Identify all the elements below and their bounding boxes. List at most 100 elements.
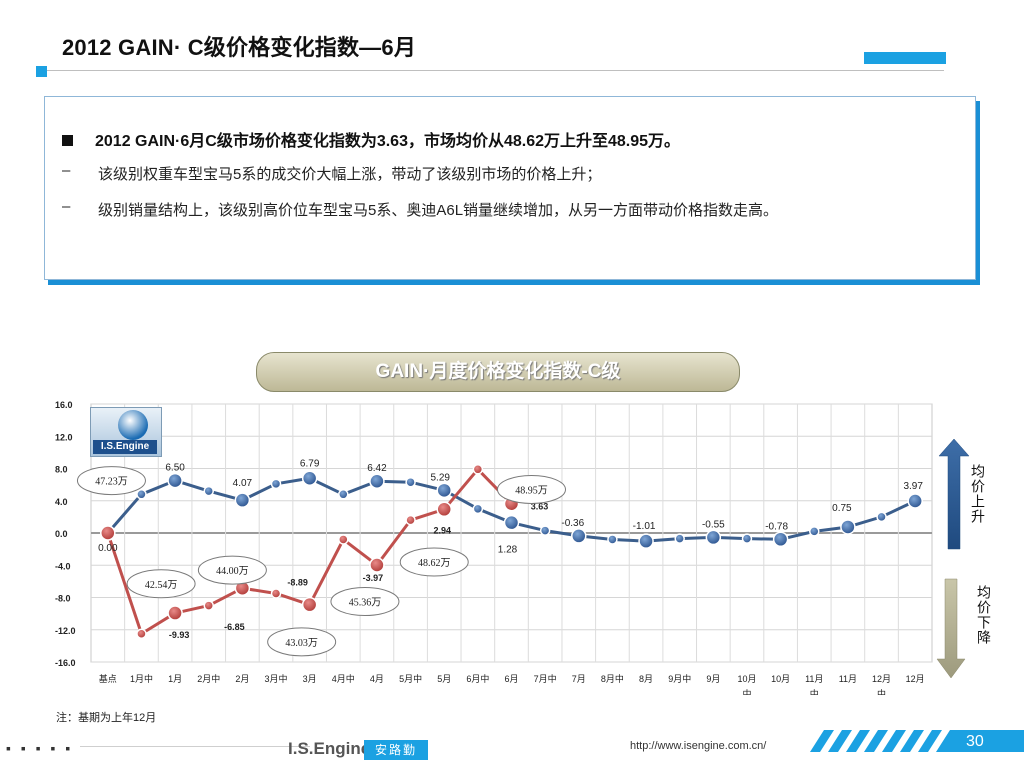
price-rise-arrow-icon (938, 438, 970, 550)
series-point-blue (809, 526, 820, 537)
price-fall-label: 均价下降 (976, 585, 992, 645)
data-label-blue: 6.50 (165, 463, 185, 474)
x-tick-label: 8月 (639, 674, 653, 684)
price-callout-bubble (497, 474, 566, 504)
x-tick-label: 6月中 (466, 673, 489, 684)
summary-box (44, 96, 976, 280)
title-divider (46, 70, 944, 71)
square-bullet-icon (62, 135, 73, 146)
series-point-blue (907, 493, 923, 509)
price-callout-text: 42.54万 (145, 580, 178, 591)
series-point-red (203, 600, 214, 611)
price-callout-text: 47.23万 (95, 477, 128, 488)
chart-title: GAIN·月度价格变化指数-C级 (256, 352, 740, 392)
isengine-logo-icon (118, 410, 148, 440)
data-label-red: -8.89 (287, 578, 308, 588)
series-point-blue (301, 470, 318, 487)
data-label-blue: -1.01 (633, 521, 656, 532)
series-point-red (167, 605, 183, 621)
series-point-blue (369, 473, 385, 489)
series-point-blue (234, 492, 251, 508)
data-label-blue: 1.28 (498, 545, 518, 556)
x-tick-label: 2月中 (197, 673, 220, 684)
x-tick-label: 5月中 (399, 673, 422, 684)
series-point-blue (674, 533, 685, 544)
x-tick-label: 11月中 (805, 674, 823, 695)
data-label-blue: 5.29 (430, 472, 450, 483)
series-point-blue (741, 533, 753, 544)
y-tick-label: -16.0 (55, 658, 76, 668)
x-tick-label: 9月 (706, 674, 720, 684)
series-point-red (338, 534, 349, 545)
x-tick-label: 7月 (572, 674, 586, 684)
series-point-red (100, 525, 116, 541)
series-point-red (472, 464, 484, 475)
summary-main-bullet: 2012 GAIN·6月C级市场价格变化指数为3.63，市场均价从48.62万上… (62, 127, 680, 151)
data-label-blue: 0.75 (832, 503, 852, 514)
data-label-red: -3.97 (363, 573, 384, 583)
price-callout-bubble (126, 569, 196, 599)
series-point-blue (136, 489, 147, 500)
series-point-red (301, 596, 318, 613)
price-callout-text: 44.00万 (216, 566, 249, 577)
data-label-blue: -0.55 (702, 519, 725, 530)
x-tick-label: 7月中 (534, 673, 557, 684)
data-label-blue: 3.97 (903, 481, 923, 492)
summary-sub-text: 该级别权重车型宝马5系的成交价大幅上涨，带动了该级别市场的价格上升； (98, 166, 602, 183)
y-tick-label: 4.0 (55, 497, 68, 507)
series-point-blue (338, 489, 349, 500)
series-point-blue (571, 528, 587, 544)
data-label-blue: 4.07 (233, 478, 253, 489)
title-accent-square (36, 66, 47, 77)
data-label-blue: -0.78 (765, 521, 788, 532)
price-index-chart: 16.0 12.0 8.0 4.0 0.0 -4.0 -8.0 -12.0 -16.0 基点 1月中… (55, 400, 970, 695)
x-tick-label: 12月 (906, 674, 925, 684)
dash-bullet: – (62, 162, 71, 179)
series-point-blue (638, 533, 654, 549)
series-point-red (436, 501, 452, 518)
price-callout-bubble (330, 587, 400, 617)
data-label-blue: 0.00 (98, 543, 118, 554)
isengine-logo-text: I.S.Engine (93, 440, 157, 454)
price-callout-bubble (399, 547, 469, 577)
footer-stripes (800, 730, 1024, 752)
data-label-red: -6.85 (224, 622, 245, 632)
x-tick-label: 5月 (437, 674, 451, 684)
summary-main-text: 2012 GAIN·6月C级市场价格变化指数为3.63，市场均价从48.62万上… (95, 133, 681, 150)
series-point-blue (772, 531, 789, 548)
x-tick-label: 8月中 (601, 673, 624, 684)
series-point-red (136, 628, 147, 640)
data-label-red: 3.63 (531, 502, 549, 512)
price-rise-label: 均价上升 (970, 464, 986, 524)
x-tick-label: 10月中 (737, 674, 756, 695)
data-label-red: 2.94 (433, 525, 451, 535)
x-tick-label: 1月 (168, 674, 182, 684)
price-callout-text: 43.03万 (285, 638, 318, 649)
y-tick-label: -12.0 (55, 626, 76, 636)
price-callout-text: 48.95万 (515, 485, 548, 496)
price-callout-text: 45.36万 (349, 598, 382, 609)
data-label-red: -9.93 (169, 630, 190, 640)
data-label-blue: 6.42 (367, 463, 387, 474)
y-tick-label: 16.0 (55, 400, 73, 410)
series-point-red (369, 557, 385, 573)
y-tick-label: 8.0 (55, 465, 68, 475)
series-point-red (270, 588, 282, 599)
x-tick-label: 10月 (771, 674, 790, 684)
title-accent-bar (864, 52, 946, 64)
x-tick-label: 6月 (504, 674, 518, 684)
x-tick-label: 1月中 (130, 673, 153, 684)
y-tick-label: 12.0 (55, 432, 73, 442)
series-point-blue (876, 511, 887, 523)
dash-bullet: – (62, 198, 71, 215)
page-title: 2012 GAIN· C级价格变化指数—6月 (62, 35, 417, 60)
x-tick-label: 9月中 (668, 673, 691, 684)
y-tick-label: -8.0 (55, 594, 71, 604)
x-tick-label: 3月 (303, 674, 317, 684)
series-point-blue (436, 482, 452, 499)
x-tick-label: 基点 (99, 673, 117, 684)
footer-dots: ▪ ▪ ▪ ▪ ▪ (6, 740, 74, 756)
series-point-blue (539, 525, 551, 536)
series-point-blue (607, 534, 618, 545)
series-point-blue (203, 485, 214, 497)
